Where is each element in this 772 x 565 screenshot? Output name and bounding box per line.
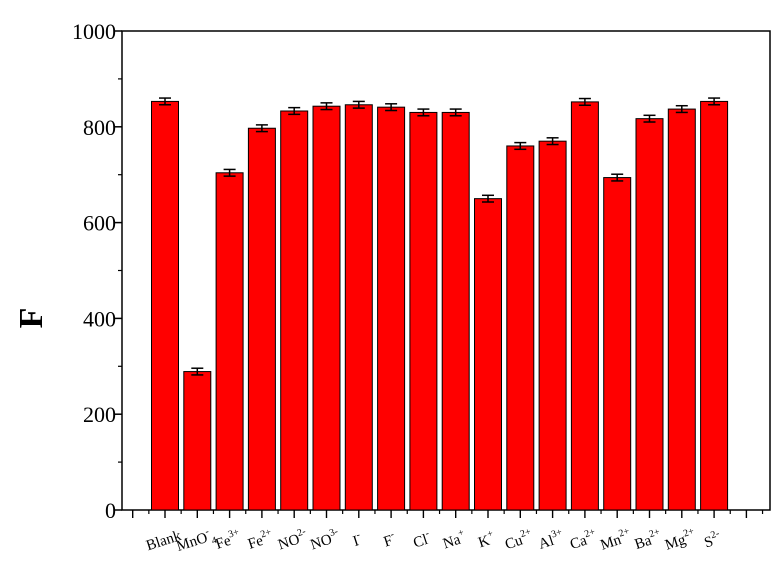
x-tick-label: Cl- xyxy=(410,528,433,551)
y-tick-label: 400 xyxy=(83,306,116,331)
x-tick-label: MnO-4 xyxy=(174,525,219,558)
bar xyxy=(700,100,729,511)
y-tick-label: 200 xyxy=(83,402,116,427)
bar xyxy=(312,105,341,511)
x-tick-label: Fe2+ xyxy=(245,527,276,553)
y-axis-title: F xyxy=(13,308,50,329)
bar xyxy=(344,104,373,511)
x-tick-label: NO2- xyxy=(275,526,309,553)
bar xyxy=(151,100,179,511)
bar xyxy=(377,106,406,511)
x-tick-label: Fe3+ xyxy=(213,527,244,553)
bar xyxy=(506,145,535,511)
x-tick-label: K+ xyxy=(476,528,498,551)
y-tick-label: 1000 xyxy=(72,19,116,44)
x-tick-label: I- xyxy=(350,529,364,550)
x-tick-label: S2- xyxy=(702,528,724,551)
bar xyxy=(247,127,276,511)
y-tick-label: 800 xyxy=(83,115,116,140)
y-tick-label: 600 xyxy=(83,211,116,236)
x-tick-label: Na+ xyxy=(440,527,468,552)
x-tick-label: Al3+ xyxy=(536,527,567,553)
y-tick-label: 0 xyxy=(105,498,116,523)
bar xyxy=(570,101,599,511)
bar xyxy=(474,198,502,511)
x-tick-label: Mn2+ xyxy=(598,526,634,554)
bar xyxy=(603,177,632,511)
x-tick-label: Cu2+ xyxy=(502,526,535,553)
bar xyxy=(215,172,244,511)
x-tick-label: Ba2+ xyxy=(632,526,664,553)
bar xyxy=(409,111,438,511)
bar xyxy=(667,108,696,511)
bar xyxy=(183,371,212,511)
x-tick-label: Ca2+ xyxy=(567,526,599,553)
x-tick-label: F- xyxy=(381,529,398,551)
bar xyxy=(441,111,470,511)
x-tick-label: Mg2+ xyxy=(662,526,698,554)
bar xyxy=(538,140,567,511)
bar xyxy=(280,110,309,511)
x-tick-label: NO3- xyxy=(308,526,342,553)
bar xyxy=(635,118,664,511)
bars xyxy=(151,97,729,511)
